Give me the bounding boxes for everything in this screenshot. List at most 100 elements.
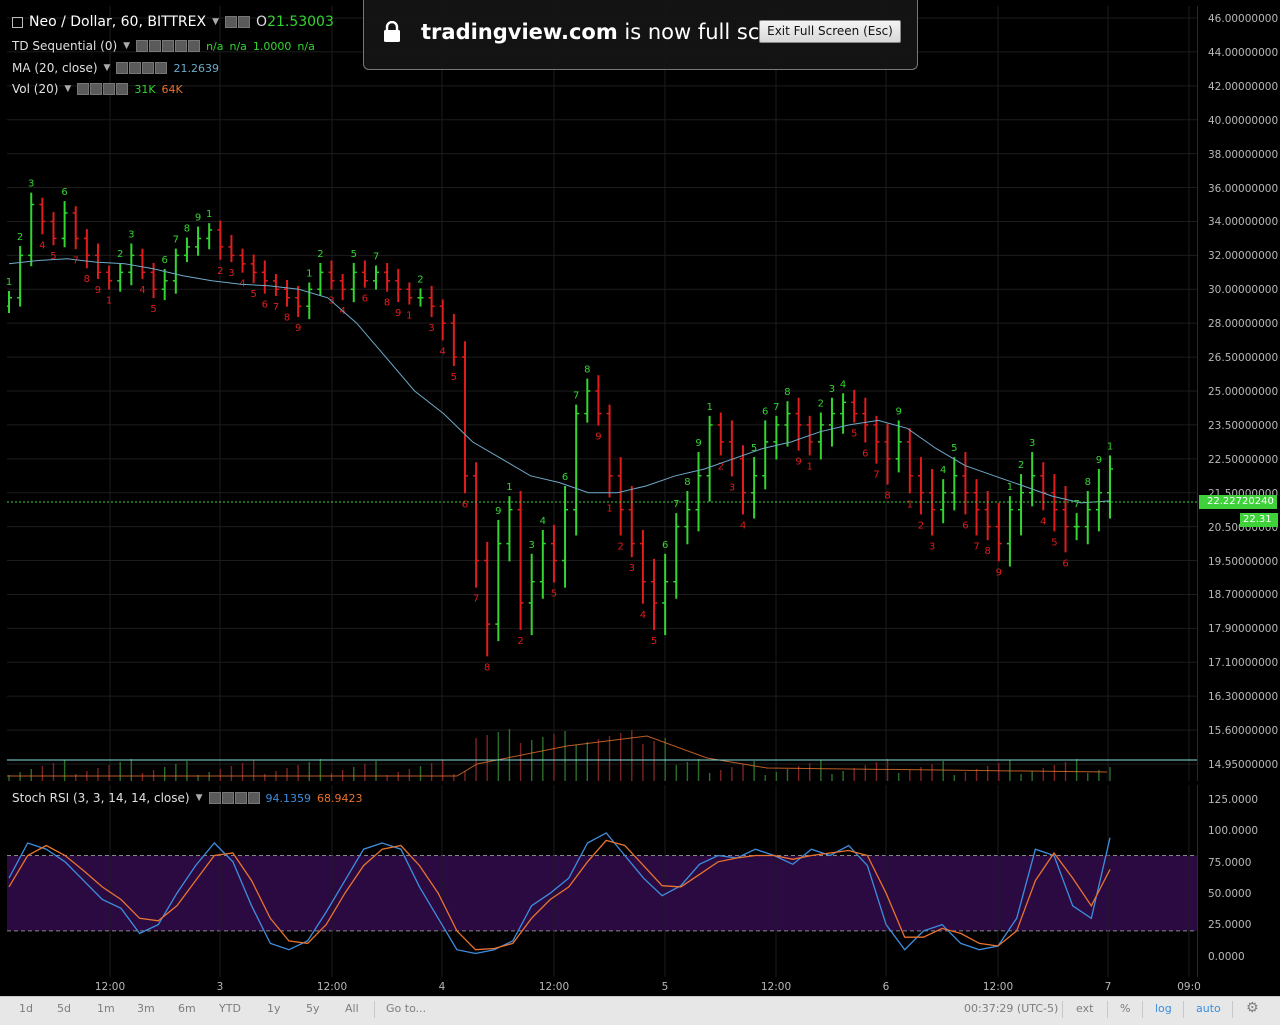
td-count-down: 4: [440, 346, 446, 357]
symbol-tools[interactable]: [225, 16, 251, 28]
range-1d-button[interactable]: 1d: [19, 1002, 33, 1015]
last-price-tag: 22.22720240: [1199, 495, 1277, 509]
vol-name[interactable]: Vol (20): [12, 82, 59, 96]
fullscreen-notice: tradingview.com is now full screen Exit …: [363, 0, 918, 70]
td-count-up: 1: [206, 209, 212, 220]
td-count-up: 1: [506, 482, 512, 493]
stoch-d-value: 68.9423: [317, 791, 363, 805]
volume-bars: [8, 729, 1111, 781]
td-count-down: 1: [807, 461, 813, 472]
td-count-down: 5: [551, 589, 557, 600]
td-count-down: 3: [228, 268, 234, 279]
td-count-up: 6: [562, 472, 568, 483]
price-axis-label: 32.00000000: [1208, 250, 1279, 263]
time-axis-label: 4: [438, 981, 446, 993]
vol-legend[interactable]: Vol (20) ▼ 31K 64K: [12, 82, 183, 96]
td-count-up: 5: [951, 443, 957, 454]
stoch-legend[interactable]: Stoch RSI (3, 3, 14, 14, close) ▼ 94.135…: [12, 791, 363, 805]
td-count-down: 5: [150, 304, 156, 315]
stoch-axis-label: 100.0000: [1208, 825, 1259, 838]
time-axis[interactable]: 12:00 3 12:00 4 12:00 5 12:00 6 12:00 7 09:0: [7, 978, 1201, 996]
stoch-k-line: [8, 832, 1111, 955]
stoch-axis-label: 25.0000: [1208, 919, 1252, 932]
symbol-legend[interactable]: Neo / Dollar, 60, BITTREX ▼ O 21.53003: [12, 14, 334, 30]
td-count-up: 7: [373, 252, 379, 263]
indicator-tools[interactable]: [208, 792, 260, 804]
td-count-down: 5: [651, 636, 657, 647]
chevron-down-icon[interactable]: ▼: [212, 17, 220, 27]
range-ytd-button[interactable]: YTD: [219, 1002, 241, 1015]
td-count-up: 9: [195, 213, 201, 224]
td-sequential-name[interactable]: TD Sequential (0): [12, 39, 118, 53]
td-count-up: 2: [818, 398, 824, 409]
td-count-up: 7: [573, 391, 579, 402]
time-axis-label: 5: [661, 981, 669, 993]
indicator-tools[interactable]: [77, 83, 129, 95]
td-count-down: 8: [84, 274, 90, 285]
price-axis-label: 38.00000000: [1208, 148, 1279, 161]
td-sequential-legend[interactable]: TD Sequential (0) ▼ n/a n/a 1.0000 n/a: [12, 39, 315, 53]
td-count-down: 9: [395, 308, 401, 319]
stoch-rsi-panel[interactable]: Stoch RSI (3, 3, 14, 14, close) ▼ 94.135…: [7, 785, 1197, 977]
td-count-down: 6: [962, 520, 968, 531]
td-count-down: 2: [918, 520, 924, 531]
chevron-down-icon[interactable]: ▼: [195, 793, 203, 803]
divider: [1183, 1001, 1184, 1018]
td-count-down: 4: [640, 610, 646, 621]
td-count-down: 9: [996, 567, 1002, 578]
auto-toggle[interactable]: auto: [1196, 1002, 1221, 1015]
clock-display[interactable]: 00:37:29 (UTC-5): [964, 1002, 1059, 1015]
collapse-icon[interactable]: [12, 16, 23, 28]
td-count-up: 6: [662, 540, 668, 551]
range-5y-button[interactable]: 5y: [306, 1002, 320, 1015]
range-1m-button[interactable]: 1m: [97, 1002, 115, 1015]
td-count-up: 2: [117, 249, 123, 260]
td-count-down: 9: [295, 323, 301, 334]
indicator-tools[interactable]: [116, 62, 168, 74]
time-axis-label: 3: [216, 981, 224, 993]
goto-button[interactable]: Go to...: [386, 1002, 427, 1015]
ext-toggle[interactable]: ext: [1076, 1002, 1094, 1015]
range-1y-button[interactable]: 1y: [267, 1002, 281, 1015]
price-axis-label: 25.00000000: [1208, 386, 1279, 398]
td-count-down: 8: [284, 313, 290, 324]
stoch-axis[interactable]: 125.0000 100.0000 75.0000 50.0000 25.0000 0.0…: [1197, 785, 1280, 977]
td-count-down: 5: [851, 429, 857, 440]
td-count-down: 6: [362, 294, 368, 305]
td-count-down: 7: [873, 470, 879, 481]
td-count-down: 4: [740, 520, 746, 531]
range-all-button[interactable]: All: [345, 1002, 359, 1015]
td-count-down: 5: [250, 289, 256, 300]
range-5d-button[interactable]: 5d: [57, 1002, 71, 1015]
td-count-up: 1: [7, 277, 12, 288]
gear-icon[interactable]: ⚙: [1246, 1000, 1259, 1016]
range-3m-button[interactable]: 3m: [137, 1002, 155, 1015]
range-6m-button[interactable]: 6m: [178, 1002, 196, 1015]
log-toggle[interactable]: log: [1155, 1002, 1172, 1015]
td-count-up: 8: [584, 365, 590, 376]
td-count-up: 5: [751, 443, 757, 454]
chevron-down-icon[interactable]: ▼: [123, 41, 131, 51]
stoch-axis-label: 0.0000: [1208, 950, 1245, 963]
chevron-down-icon[interactable]: ▼: [64, 84, 72, 94]
time-axis-label: 12:00: [94, 981, 126, 993]
stoch-name[interactable]: Stoch RSI (3, 3, 14, 14, close): [12, 791, 190, 805]
ma-name[interactable]: MA (20, close): [12, 61, 98, 75]
percent-toggle[interactable]: %: [1120, 1002, 1131, 1015]
indicator-tools[interactable]: [136, 40, 201, 52]
td-count-down: 1: [606, 503, 612, 514]
td-count-down: 9: [595, 432, 601, 443]
price-axis[interactable]: 46.00000000 44.00000000 42.00000000 40.0000…: [1197, 6, 1280, 781]
td-count-down: 8: [484, 662, 490, 673]
exit-fullscreen-button[interactable]: Exit Full Screen (Esc): [759, 20, 901, 43]
price-axis-label: 40.00000000: [1208, 114, 1279, 127]
divider: [374, 1001, 375, 1018]
td-count-down: 9: [95, 285, 101, 296]
ma-legend[interactable]: MA (20, close) ▼ 21.2639: [12, 61, 219, 75]
chevron-down-icon[interactable]: ▼: [103, 63, 111, 73]
td-count-down: 8: [384, 298, 390, 309]
symbol-title[interactable]: Neo / Dollar, 60, BITTREX: [29, 14, 207, 30]
stoch-rsi-svg[interactable]: [7, 785, 1197, 977]
